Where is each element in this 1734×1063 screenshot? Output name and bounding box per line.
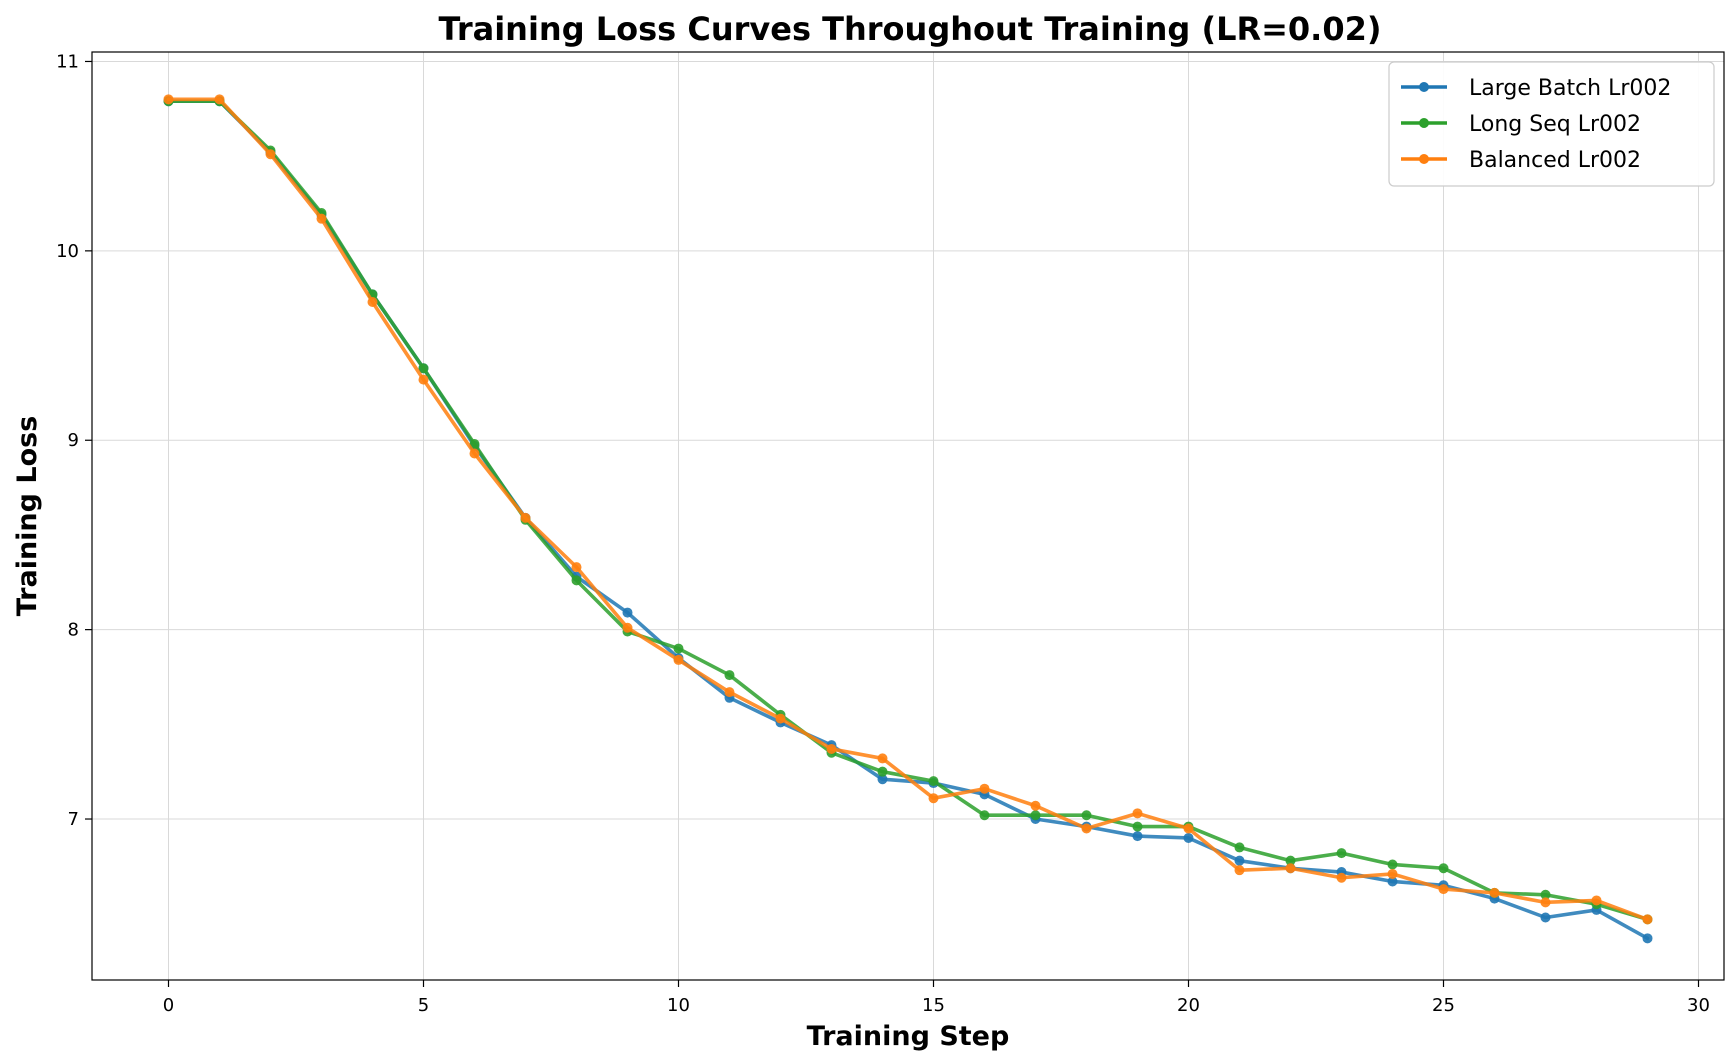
data-point xyxy=(1183,832,1194,843)
y-tick-label: 10 xyxy=(56,241,79,262)
x-tick-label: 0 xyxy=(163,995,174,1016)
legend-label: Long Seq Lr002 xyxy=(1469,112,1641,137)
y-tick-label: 7 xyxy=(68,809,79,830)
x-tick-label: 30 xyxy=(1687,995,1710,1016)
x-tick-label: 15 xyxy=(922,995,945,1016)
x-tick-label: 25 xyxy=(1432,995,1455,1016)
data-point xyxy=(673,654,684,665)
data-point xyxy=(928,793,939,804)
data-point xyxy=(724,687,735,698)
data-point xyxy=(1591,895,1602,906)
series-line xyxy=(166,99,1650,922)
data-point xyxy=(571,575,582,586)
data-point xyxy=(1234,855,1245,866)
data-point xyxy=(265,149,276,160)
series-2 xyxy=(163,94,1653,925)
data-point xyxy=(1387,868,1398,879)
data-point xyxy=(316,213,327,224)
legend-label: Balanced Lr002 xyxy=(1469,148,1641,173)
data-point xyxy=(1336,848,1347,859)
x-tick-label: 10 xyxy=(667,995,690,1016)
legend-item: Long Seq Lr002 xyxy=(1401,112,1641,137)
legend-label: Large Batch Lr002 xyxy=(1469,76,1671,101)
data-point xyxy=(1642,933,1653,944)
data-point xyxy=(1285,855,1296,866)
data-point xyxy=(1438,863,1449,874)
data-point xyxy=(1030,800,1041,811)
x-tick-label: 20 xyxy=(1177,995,1200,1016)
legend-marker xyxy=(1419,82,1429,92)
series-0 xyxy=(163,96,1653,944)
data-point xyxy=(622,622,633,633)
legend-box xyxy=(1388,61,1715,187)
y-axis-label: Training Loss xyxy=(12,416,43,617)
y-tick-label: 11 xyxy=(56,51,79,72)
legend-item: Balanced Lr002 xyxy=(1401,148,1641,173)
data-point xyxy=(1234,842,1245,853)
data-point xyxy=(469,439,480,450)
y-tick-label: 8 xyxy=(68,620,79,641)
data-point xyxy=(673,643,684,654)
data-point xyxy=(1132,808,1143,819)
legend-item: Large Batch Lr002 xyxy=(1401,76,1671,101)
legend-marker xyxy=(1419,154,1429,164)
data-point xyxy=(826,743,837,754)
data-point xyxy=(1489,887,1500,898)
data-point xyxy=(1387,859,1398,870)
data-point xyxy=(1183,823,1194,834)
data-point xyxy=(1387,876,1398,887)
y-tick-label: 9 xyxy=(68,430,79,451)
data-point xyxy=(1642,914,1653,925)
plot-frame xyxy=(91,51,1725,981)
data-point xyxy=(214,94,225,105)
data-point xyxy=(1132,821,1143,832)
x-tick-label: 5 xyxy=(418,995,429,1016)
data-point xyxy=(1234,865,1245,876)
data-point xyxy=(469,448,480,459)
data-point xyxy=(418,363,429,374)
chart-title: Training Loss Curves Throughout Training… xyxy=(439,10,1382,48)
legend: Large Batch Lr002 Long Seq Lr002 Balanced … xyxy=(1388,61,1715,187)
data-point xyxy=(1081,810,1092,821)
data-point xyxy=(622,607,633,618)
data-point xyxy=(1540,912,1551,923)
data-point xyxy=(877,753,888,764)
data-point xyxy=(775,713,786,724)
data-point xyxy=(1081,823,1092,834)
data-point xyxy=(979,810,990,821)
data-point xyxy=(877,766,888,777)
data-point xyxy=(1285,863,1296,874)
data-point xyxy=(724,670,735,681)
data-point xyxy=(979,783,990,794)
axis-ticks: 0 5 10 15 20 25 30 7 8 9 10 11 xyxy=(56,51,1710,1016)
series-line xyxy=(166,99,1650,941)
data-point xyxy=(163,94,174,105)
series-1 xyxy=(163,96,1653,925)
data-point xyxy=(1030,810,1041,821)
data-point xyxy=(520,512,531,523)
data-point xyxy=(1132,831,1143,842)
grid-lines xyxy=(92,52,1724,980)
data-point xyxy=(418,374,429,385)
data-point xyxy=(928,776,939,787)
data-point xyxy=(1540,897,1551,908)
data-point xyxy=(877,774,888,785)
data-point xyxy=(1438,884,1449,895)
series-layer xyxy=(163,94,1653,944)
data-point xyxy=(1336,872,1347,883)
data-point xyxy=(367,296,378,307)
data-point xyxy=(1540,889,1551,900)
series-line xyxy=(166,97,1650,922)
x-axis-label: Training Step xyxy=(807,1021,1010,1052)
legend-marker xyxy=(1419,118,1429,128)
data-point xyxy=(571,562,582,573)
